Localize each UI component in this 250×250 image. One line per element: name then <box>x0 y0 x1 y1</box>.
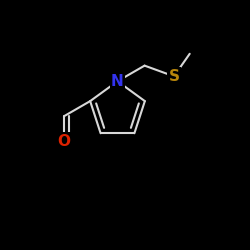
Text: S: S <box>168 69 179 84</box>
Text: N: N <box>111 74 124 89</box>
Text: O: O <box>58 134 71 148</box>
